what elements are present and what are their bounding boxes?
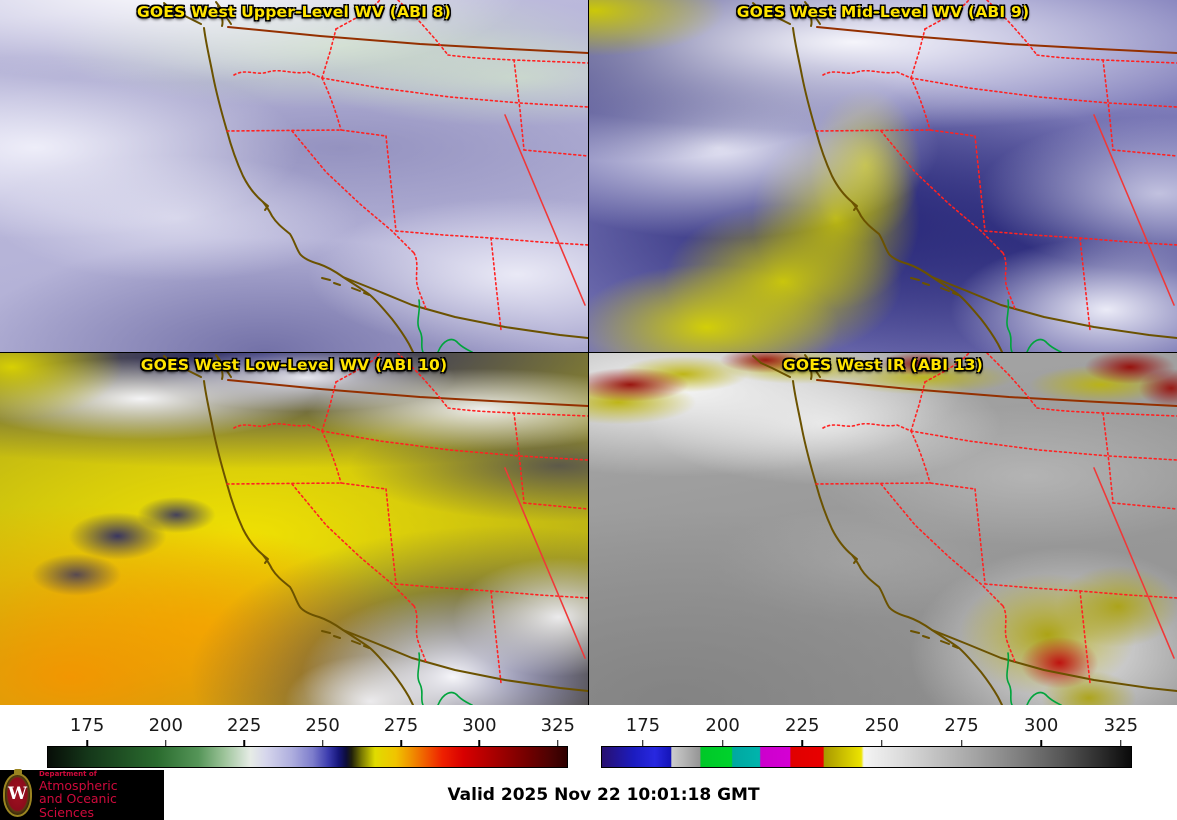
colorbar-tick-label: 250 <box>864 715 900 736</box>
footer-bar: Valid 2025 Nov 22 10:01:18 GMT W Departm… <box>0 770 1177 820</box>
infrared-colorbar-gradient <box>601 746 1132 768</box>
tick-mark <box>1120 740 1122 746</box>
colorbar-tick-label: 325 <box>1103 715 1139 736</box>
panel-ir: GOES West IR (ABI 13) <box>589 353 1177 705</box>
colorbar-tick-label: 250 <box>305 715 340 736</box>
tick-mark <box>86 740 88 746</box>
tick-mark <box>960 740 963 746</box>
panel-title: GOES West Mid-Level WV (ABI 9) <box>736 3 1030 21</box>
tick-mark <box>165 740 167 746</box>
crest-letter: W <box>7 784 28 805</box>
panel-title: GOES West Upper-Level WV (ABI 8) <box>136 3 452 21</box>
logo-line-oceanic: and Oceanic Sciences <box>39 791 117 820</box>
colorbar-tick-label: 225 <box>785 715 820 736</box>
panel-upper-level-wv: GOES West Upper-Level WV (ABI 8) <box>0 0 588 352</box>
panel-mid-level-wv: GOES West Mid-Level WV (ABI 9) <box>589 0 1177 352</box>
colorbar-tick-label: 175 <box>69 715 105 736</box>
colorbar-tick-label: 300 <box>462 715 497 736</box>
map-overlay <box>163 353 588 705</box>
map-overlay <box>752 0 1177 352</box>
tick-mark <box>881 740 883 746</box>
tick-mark <box>721 740 724 746</box>
tick-mark <box>243 740 245 746</box>
tick-mark <box>642 740 644 746</box>
tick-mark <box>1040 740 1042 746</box>
colorbar-tick-label: 325 <box>540 715 576 736</box>
panel-low-level-wv: GOES West Low-Level WV (ABI 10) <box>0 353 588 705</box>
colorbar-row: 175 200 225 250 275 300 325 175 200 225 … <box>0 705 1177 770</box>
tick-mark <box>801 740 803 746</box>
tick-mark <box>321 740 324 746</box>
valid-timestamp: Valid 2025 Nov 22 10:01:18 GMT <box>447 785 760 805</box>
water-vapor-colorbar-gradient <box>47 746 568 768</box>
colorbar-tick-label: 200 <box>148 715 183 736</box>
panel-title: GOES West Low-Level WV (ABI 10) <box>140 356 448 374</box>
aos-logo: W Department of Atmospheric and Oceanic … <box>0 770 164 820</box>
tick-mark <box>478 740 481 746</box>
colorbar-tick-label: 275 <box>383 715 419 736</box>
colorbar-tick-label: 300 <box>1024 715 1059 736</box>
map-overlay <box>163 0 588 352</box>
map-overlay <box>752 353 1177 705</box>
colorbar-infrared: 175 200 225 250 275 300 325 <box>601 713 1138 769</box>
colorbar-tick-label: 200 <box>705 715 740 736</box>
colorbar-tick-label: 275 <box>944 715 979 736</box>
colorbar-tick-label: 225 <box>227 715 262 736</box>
logo-text: Department of Atmospheric and Oceanic Sc… <box>39 769 164 820</box>
colorbar-tick-label: 175 <box>625 715 661 736</box>
tick-mark <box>400 740 402 746</box>
colorbar-water-vapor: 175 200 225 250 275 300 325 <box>47 713 575 769</box>
logo-line-atmospheric: Atmospheric <box>39 777 118 793</box>
uw-crest-icon: W <box>3 773 32 817</box>
tick-mark <box>557 740 559 746</box>
panel-title: GOES West IR (ABI 13) <box>782 356 984 374</box>
logo-department-line: Department of <box>39 769 97 778</box>
quadrant-grid: GOES West Upper-Level WV (ABI 8) GOES We… <box>0 0 1177 705</box>
